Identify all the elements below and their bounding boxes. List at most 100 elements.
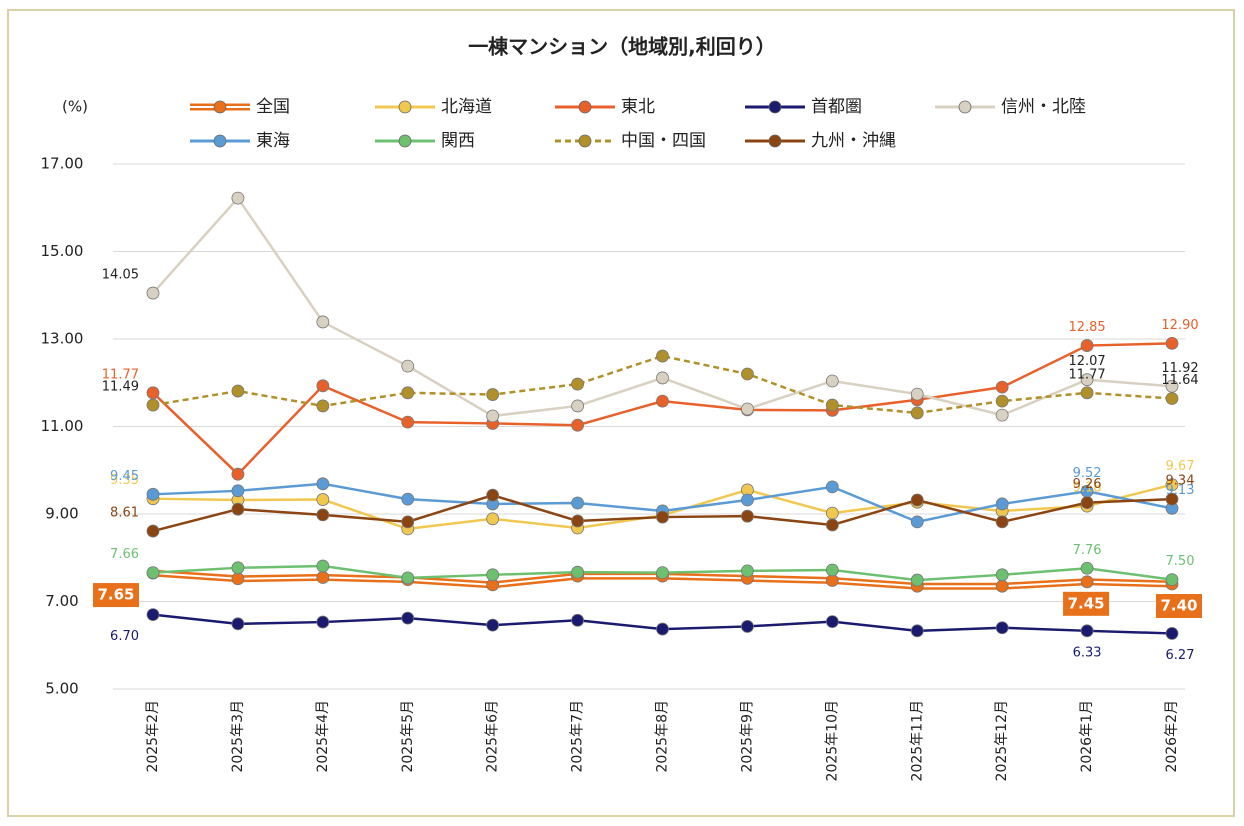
data-point	[995, 408, 1009, 422]
legend-label: 九州・沖縄	[811, 131, 896, 151]
legend-item: 東北	[555, 97, 655, 117]
data-point	[316, 315, 330, 329]
data-label-box	[93, 583, 139, 608]
data-point	[1165, 392, 1179, 405]
legend-item: 信州・北陸	[935, 97, 1086, 117]
legend-item: 首都圏	[745, 97, 862, 117]
x-tick-label: 2025年7月	[570, 700, 586, 773]
data-point	[825, 374, 839, 388]
data-label: 9.52	[1073, 466, 1102, 481]
data-label: 9.26	[1073, 477, 1102, 492]
data-point	[825, 518, 839, 532]
data-label: 9.67	[1166, 459, 1195, 474]
x-tick-label: 2025年5月	[400, 700, 416, 773]
data-label-box	[1156, 594, 1202, 618]
data-point	[401, 415, 415, 429]
data-point	[825, 506, 839, 520]
data-point	[486, 409, 500, 423]
data-label-box	[1063, 591, 1110, 616]
data-point	[316, 399, 330, 413]
data-point	[995, 621, 1009, 635]
data-point	[571, 399, 584, 413]
legend-label: 北海道	[441, 97, 492, 117]
data-point	[995, 515, 1009, 529]
legend-label: 全国	[256, 97, 290, 117]
legend-marker	[578, 100, 592, 114]
legend-label: 中国・四国	[621, 131, 706, 151]
data-point	[486, 488, 500, 502]
data-point	[910, 493, 924, 507]
data-point	[741, 402, 754, 416]
data-point	[910, 573, 924, 587]
data-point	[571, 418, 584, 432]
data-point	[741, 620, 754, 633]
data-point	[656, 371, 669, 385]
data-point	[1165, 573, 1179, 587]
data-point	[401, 515, 415, 529]
data-label: 11.49	[102, 380, 139, 395]
data-point	[656, 622, 669, 636]
data-point	[910, 624, 924, 638]
data-point	[1165, 492, 1179, 506]
legend-label: 首都圏	[811, 97, 862, 117]
x-tick-label: 2025年3月	[230, 700, 246, 773]
data-point	[1080, 561, 1094, 575]
data-label: 9.34	[1166, 474, 1195, 489]
data-point	[825, 563, 839, 577]
data-point	[741, 564, 754, 578]
data-point	[1165, 627, 1179, 640]
data-point	[316, 559, 330, 573]
legend-marker	[578, 134, 592, 148]
x-tick-label: 2025年11月	[909, 700, 925, 781]
data-point	[231, 502, 245, 516]
data-point	[486, 568, 500, 582]
y-tick-label: 9.00	[45, 505, 78, 523]
data-label: 6.33	[1073, 645, 1102, 660]
y-tick-label: 15.00	[41, 242, 84, 260]
data-label: 14.05	[102, 268, 139, 283]
data-point	[656, 394, 669, 408]
data-label: 7.76	[1073, 543, 1102, 558]
data-point	[146, 524, 160, 538]
data-point	[825, 480, 839, 494]
legend-label: 信州・北陸	[1001, 97, 1086, 117]
data-point	[825, 615, 839, 629]
data-point	[571, 496, 584, 510]
data-point	[146, 398, 160, 412]
data-point	[231, 384, 245, 398]
x-tick-label: 2025年9月	[739, 700, 755, 773]
data-point	[995, 394, 1009, 408]
y-tick-label: 7.00	[45, 592, 78, 610]
data-point	[741, 509, 754, 523]
data-label: 11.64	[1161, 373, 1198, 388]
data-point	[316, 508, 330, 522]
data-point	[571, 514, 584, 528]
data-label: 7.66	[110, 547, 139, 562]
data-point	[146, 566, 160, 580]
data-label: 6.70	[110, 629, 139, 644]
data-label: 9.45	[110, 469, 139, 484]
data-point	[401, 386, 415, 400]
data-point	[231, 561, 245, 575]
data-point	[656, 349, 669, 363]
data-point	[316, 477, 330, 491]
data-label: 8.61	[110, 506, 139, 521]
data-point	[825, 398, 839, 412]
data-label: 6.27	[1166, 648, 1195, 663]
legend-item: 九州・沖縄	[745, 131, 896, 151]
data-point	[486, 388, 500, 401]
y-tick-label: 5.00	[45, 680, 78, 698]
data-point	[231, 572, 245, 586]
data-point	[146, 386, 160, 400]
data-point	[316, 615, 330, 629]
data-point	[571, 377, 584, 391]
data-point	[1080, 373, 1094, 387]
data-point	[316, 571, 330, 584]
data-label: 7.65	[97, 586, 134, 604]
x-tick-label: 2026年1月	[1079, 700, 1095, 773]
data-label: 9.18	[1073, 481, 1102, 496]
data-point	[995, 497, 1009, 511]
data-label: 7.40	[1160, 597, 1197, 615]
